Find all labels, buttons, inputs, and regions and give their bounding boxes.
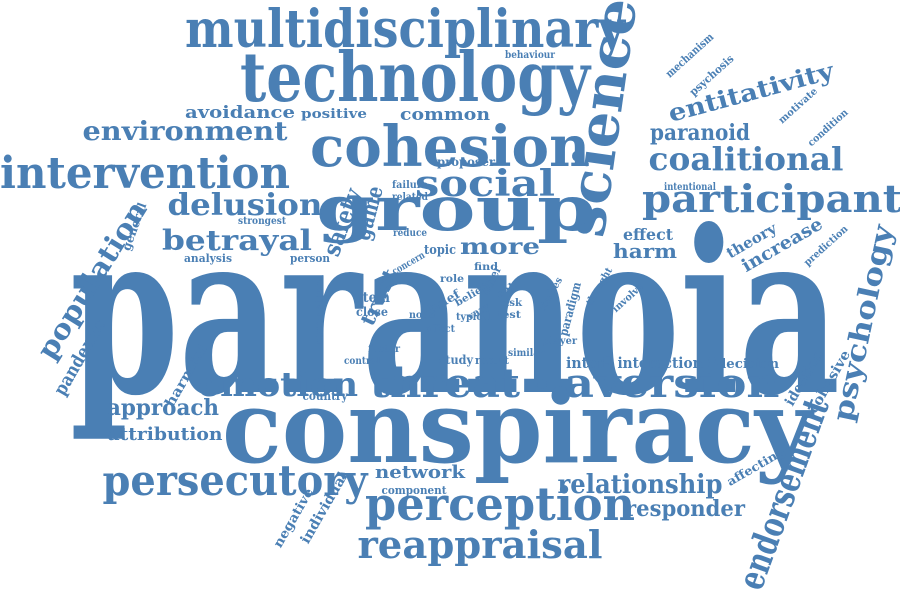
word-perception: perception [365, 477, 635, 531]
word-role: role [440, 274, 464, 285]
word-more: more [460, 234, 540, 260]
word-topic: topic [424, 243, 456, 258]
word-item: item [358, 290, 390, 306]
word-interaction: interaction [618, 354, 703, 372]
word-proposer: proposer [437, 155, 496, 169]
word-effect: effect [623, 225, 674, 244]
word-technology: technology [240, 38, 592, 118]
word-failure: failure [392, 180, 428, 191]
word-decision: decision [717, 357, 780, 372]
word-reappraisal: reappraisal [358, 522, 603, 567]
word-node: node [409, 310, 435, 321]
word-betrayal: betrayal [162, 224, 312, 257]
word-social: social [415, 163, 555, 205]
word-approach: approach [107, 395, 219, 421]
separator-dot [603, 356, 611, 364]
word-find: find [474, 262, 498, 273]
word-coalitional: coalitional [649, 140, 844, 178]
word-conspiracy: conspiracy [222, 368, 815, 486]
word-player: player [543, 336, 578, 347]
word-participant: participant [642, 176, 900, 221]
word-analysis: analysis [184, 252, 232, 265]
word-study: study [439, 353, 474, 367]
word-test: test [497, 310, 521, 321]
word-result: result [475, 354, 510, 367]
word-aversion: aversion [565, 360, 780, 407]
word-factor: factor [368, 344, 401, 355]
word-person: person [290, 252, 330, 265]
word-relationship: relationship [558, 470, 723, 500]
word-common: common [400, 105, 490, 125]
word-reconstrual: reconstrual [312, 275, 326, 345]
word-paranoia: paranoia [70, 182, 840, 446]
word-affect: affect [425, 324, 455, 335]
word-emotion: emotion [198, 365, 358, 405]
word-network: network [375, 462, 466, 483]
word-behaviour: behaviour [505, 50, 556, 61]
word-multidisciplinary: multidisciplinary [185, 0, 627, 60]
word-component: component [382, 484, 448, 497]
word-intervention: intervention [0, 148, 290, 199]
word-intent: intent [566, 354, 614, 372]
word-paranoid: paranoid [650, 120, 750, 146]
word-harm: harm [613, 239, 677, 263]
separator-dot [537, 379, 547, 389]
word-control: control [344, 356, 380, 367]
word-persecutory: persecutory [103, 456, 370, 505]
word-cohesion: cohesion [310, 114, 590, 180]
word-intentional: intentional [664, 182, 716, 193]
word-threat: threat [370, 360, 521, 407]
word-country: country [303, 389, 349, 403]
separator-dot [708, 356, 716, 364]
word-responder: responder [625, 496, 745, 522]
word-reduce: reduce [393, 228, 427, 239]
word-delusion: delusion [168, 188, 323, 223]
word-attribution: attribution [108, 424, 223, 445]
word-close: close [356, 305, 388, 319]
word-avoidance: avoidance [185, 103, 295, 123]
word-environment: environment [83, 117, 288, 147]
word-positive: positive [301, 107, 367, 122]
word-related: related [392, 192, 428, 203]
word-group: group [316, 172, 596, 245]
word-typical: typical [456, 312, 492, 323]
word-strongest: strongest [238, 216, 286, 227]
word-similar: similar [508, 348, 545, 359]
word-risk: risk [500, 298, 523, 309]
